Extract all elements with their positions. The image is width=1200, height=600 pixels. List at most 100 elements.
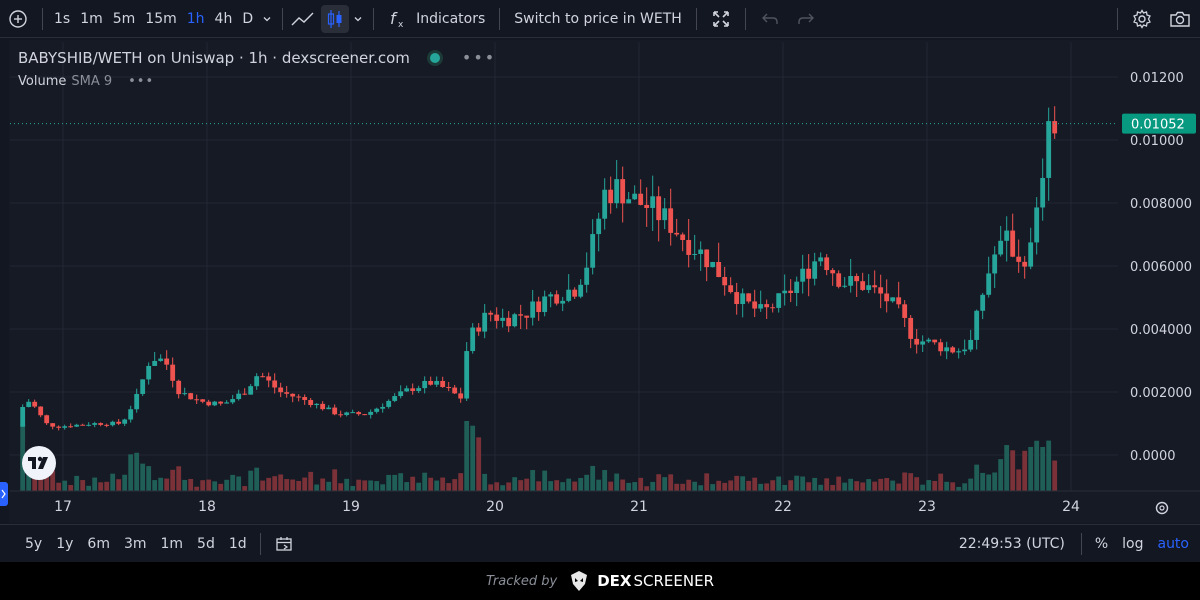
- volume-options-icon[interactable]: •••: [128, 74, 155, 89]
- switch-price-button[interactable]: Switch to price in WETH: [506, 5, 690, 33]
- volume-bar: [278, 474, 284, 491]
- interval-15m[interactable]: 15m: [145, 10, 177, 27]
- tradingview-logo[interactable]: [22, 446, 56, 480]
- volume-bar: [482, 473, 488, 491]
- line-chart-button[interactable]: [289, 5, 317, 33]
- redo-button[interactable]: [788, 5, 824, 33]
- auto-scale-toggle[interactable]: auto: [1157, 535, 1189, 552]
- candle-body: [392, 396, 398, 401]
- price-tick-label: 0.0000: [1130, 449, 1176, 464]
- indicators-button[interactable]: f x Indicators: [380, 5, 493, 33]
- range-5d[interactable]: 5d: [197, 535, 215, 552]
- plus-circle-icon: [9, 9, 27, 28]
- volume-bar: [380, 484, 386, 491]
- volume-bar: [512, 477, 518, 491]
- chart-type-dropdown[interactable]: [349, 5, 367, 33]
- brand-dex[interactable]: DEX: [597, 572, 632, 590]
- interval-5m[interactable]: 5m: [112, 10, 136, 27]
- volume-bar: [818, 484, 824, 491]
- volume-bar: [122, 474, 128, 491]
- range-6m[interactable]: 6m: [87, 535, 110, 552]
- volume-bar: [770, 480, 776, 491]
- candle-body: [32, 401, 38, 407]
- range-1d[interactable]: 1d: [228, 535, 247, 552]
- volume-bar: [980, 472, 986, 491]
- candle-body: [278, 387, 284, 393]
- market-status-dot: [429, 52, 440, 63]
- volume-bar: [626, 482, 632, 491]
- last-price-label: 0.01052: [1131, 118, 1185, 133]
- volume-bar: [674, 483, 680, 491]
- undo-button[interactable]: [752, 5, 788, 33]
- volume-bar: [620, 479, 626, 491]
- fullscreen-button[interactable]: [703, 5, 739, 33]
- axis-settings-icon[interactable]: [1155, 501, 1169, 515]
- range-1m[interactable]: 1m: [160, 535, 184, 552]
- date-range-button[interactable]: [267, 530, 301, 558]
- panel-toggle-handle[interactable]: [0, 482, 8, 506]
- interval-4h[interactable]: 4h: [214, 10, 233, 27]
- candle-body: [440, 380, 446, 388]
- candle-body: [302, 397, 308, 401]
- candle-body: [716, 261, 722, 278]
- volume-bar: [188, 478, 194, 491]
- interval-1s[interactable]: 1s: [54, 10, 71, 27]
- price-tick-label: 0.008000: [1130, 197, 1192, 212]
- volume-bar: [1004, 445, 1010, 491]
- candle-body: [338, 414, 344, 416]
- interval-1h[interactable]: 1h: [186, 10, 205, 27]
- volume-bar: [812, 477, 818, 491]
- candle-body: [152, 360, 158, 366]
- volume-bar: [914, 477, 920, 491]
- candle-body: [752, 301, 758, 309]
- candle-body: [74, 424, 80, 427]
- brand-screener[interactable]: SCREENER: [633, 572, 715, 590]
- utc-time[interactable]: 22:49:53 (UTC): [958, 535, 1065, 552]
- settings-button[interactable]: [1124, 5, 1160, 33]
- volume-bar: [584, 474, 590, 491]
- more-options-icon[interactable]: •••: [461, 48, 497, 67]
- volume-bar: [74, 475, 80, 491]
- volume-bar: [854, 481, 860, 491]
- candle-body: [452, 387, 458, 394]
- undo-icon: [761, 13, 778, 24]
- percent-scale-toggle[interactable]: %: [1094, 535, 1109, 552]
- candle-body: [488, 312, 494, 315]
- interval-dropdown[interactable]: [258, 5, 276, 33]
- candle-body: [746, 293, 752, 302]
- volume-bar: [806, 482, 812, 491]
- candle-body: [1028, 242, 1034, 267]
- volume-bar: [578, 477, 584, 491]
- range-5y[interactable]: 5y: [25, 535, 43, 552]
- candle-body: [992, 254, 998, 274]
- candle-body: [326, 407, 332, 410]
- candle-body: [398, 391, 404, 397]
- volume-bar: [350, 486, 356, 491]
- volume-bar: [566, 478, 572, 491]
- range-1y[interactable]: 1y: [56, 535, 74, 552]
- interval-d[interactable]: D: [242, 10, 254, 27]
- add-symbol-button[interactable]: [0, 5, 36, 33]
- range-3m[interactable]: 3m: [123, 535, 147, 552]
- candle-body: [788, 290, 794, 294]
- candles-chart-button[interactable]: [321, 4, 350, 33]
- interval-1m[interactable]: 1m: [80, 10, 103, 27]
- candle-body: [458, 393, 464, 399]
- price-tick-label: 0.01000: [1130, 134, 1184, 149]
- candle-body: [530, 301, 536, 318]
- screenshot-button[interactable]: [1160, 5, 1200, 33]
- candle-body: [92, 423, 98, 425]
- volume-bar: [926, 480, 932, 491]
- candle-body: [332, 407, 338, 415]
- price-tick-label: 0.002000: [1130, 386, 1192, 401]
- volume-bar: [950, 482, 956, 491]
- log-scale-toggle[interactable]: log: [1122, 535, 1144, 552]
- volume-bar: [308, 471, 314, 491]
- bottom-toolbar: 5y 1y 6m 3m 1m 5d 1d 22:49:53 (UTC) % log auto: [0, 524, 1200, 562]
- candle-body: [98, 423, 104, 425]
- volume-bar: [116, 479, 122, 491]
- tracked-by-label: Tracked by: [485, 573, 558, 589]
- candle-body: [158, 358, 164, 361]
- candle-body: [818, 257, 824, 262]
